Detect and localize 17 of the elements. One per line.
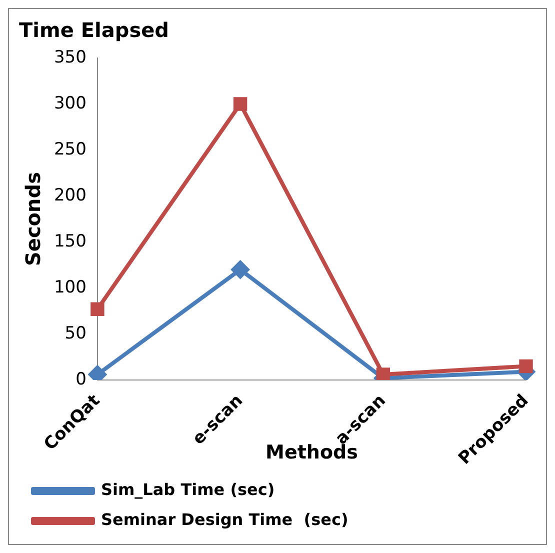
point [230,260,250,280]
y-tick-label: 250 [54,139,86,160]
y-tick-label: 50 [64,323,86,344]
point [519,359,533,374]
y-tick-label: 350 [54,47,86,68]
y-tick-label: 100 [54,277,86,298]
legend-label: Seminar Design Time (sec) [101,510,348,530]
y-tick-label: 300 [54,93,86,114]
y-tick-label: 0 [76,369,86,390]
point [90,302,104,316]
y-tick-label: 150 [54,231,86,252]
point [376,368,390,380]
y-tick-label: 200 [54,185,86,206]
legend-label: Sim_Lab Time (sec) [101,480,275,500]
y-axis-title: Seconds [21,172,46,266]
point [233,97,248,111]
chart-title: Time Elapsed [19,18,169,42]
